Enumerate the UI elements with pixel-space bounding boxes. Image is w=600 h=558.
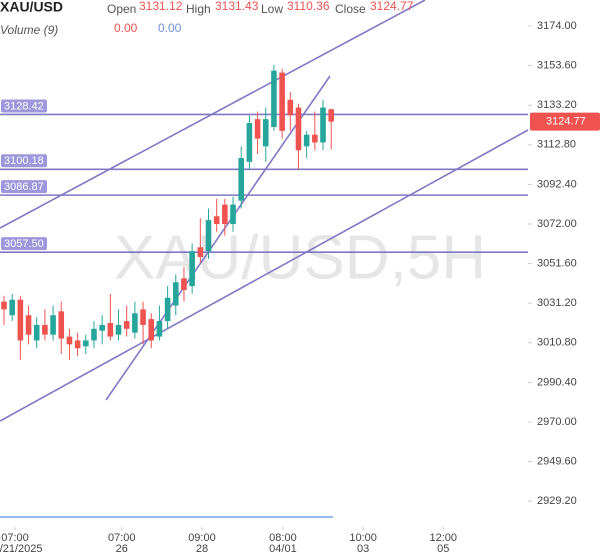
candle-body <box>287 99 294 116</box>
price-line-tag <box>1 99 47 113</box>
x-tick-label: 07:00 <box>108 532 136 544</box>
candle-body <box>172 282 179 306</box>
x-tick-date: 03 <box>357 543 369 555</box>
candle-body <box>91 328 97 341</box>
y-tick-label: 3072.00 <box>537 218 577 230</box>
candle-body <box>238 158 245 201</box>
candle-body <box>123 321 130 329</box>
candle-body <box>107 322 114 337</box>
x-tick-date: 05 <box>437 543 449 555</box>
price-line-label: 3128.42 <box>4 100 44 112</box>
trend-line <box>0 129 529 422</box>
candle-body <box>164 297 171 322</box>
candle-body <box>213 216 220 224</box>
candle-body <box>303 134 310 147</box>
y-tick-label: 3112.80 <box>537 139 576 151</box>
candle-body <box>328 109 334 122</box>
price-line-label: 3100.18 <box>4 155 44 167</box>
candle-body <box>254 119 261 139</box>
last-price-tag <box>530 112 600 131</box>
x-tick-label: 07:00 <box>1 532 29 544</box>
price-line-tag <box>1 237 47 251</box>
trend-lines <box>0 0 529 422</box>
candle-body <box>83 340 89 347</box>
y-tick-label: 3031.20 <box>537 297 577 309</box>
close-value: 3124.77 <box>370 0 414 13</box>
candle-body <box>181 278 187 290</box>
candle-body <box>58 311 65 339</box>
open-value: 3131.12 <box>139 0 183 13</box>
plot: 3174.00 3153.60 3133.20 3112.80 3092.40 3072.… <box>0 20 600 555</box>
candle-body <box>115 324 122 335</box>
candle-body <box>222 204 228 224</box>
candle-body <box>271 70 277 127</box>
candle-body <box>197 247 204 257</box>
candle-body <box>156 321 163 337</box>
y-tick-label: 2970.00 <box>537 416 577 428</box>
candle-body <box>148 319 155 341</box>
candle-body <box>74 340 81 349</box>
x-tick-label: 08:00 <box>269 532 297 544</box>
candle-body <box>50 315 56 335</box>
candle-body <box>1 301 7 310</box>
y-tick-label: 2990.40 <box>537 376 577 388</box>
candle-body <box>295 107 302 151</box>
x-tick-date: 04/01 <box>269 543 297 555</box>
y-tick-label: 3010.80 <box>537 337 577 349</box>
y-tick-label: 3174.00 <box>537 20 577 32</box>
close-label: Close <box>335 2 366 16</box>
x-tick-date: 26 <box>116 543 128 555</box>
low-value: 3110.36 <box>287 0 330 13</box>
candle-body <box>279 72 285 131</box>
candle-body <box>66 336 73 345</box>
candle-body <box>132 313 138 333</box>
candle-body <box>9 299 15 316</box>
y-tick-label: 3133.20 <box>537 99 577 111</box>
candle-body <box>246 123 253 162</box>
candle-body <box>320 107 326 143</box>
low-label: Low <box>261 2 283 16</box>
y-tick-label: 2949.60 <box>537 455 577 467</box>
price-line-tag <box>1 180 47 194</box>
candle-body <box>25 315 32 335</box>
candle-body <box>205 220 212 252</box>
price-line-label: 3086.87 <box>4 181 44 193</box>
x-tick-label: 12:00 <box>429 532 457 544</box>
candle-body <box>230 204 236 224</box>
candle-body <box>262 119 269 147</box>
x-tick-date: 28 <box>196 543 208 555</box>
volume-value: 0.00 <box>158 21 182 35</box>
watermark: XAU/USD,5H <box>114 223 486 292</box>
candle-body <box>17 299 24 341</box>
symbol-title: XAU/USD <box>0 0 63 15</box>
x-tick-label: 10:00 <box>349 532 377 544</box>
last-price-label: 3124.77 <box>546 115 586 127</box>
trend-line <box>105 75 331 401</box>
candle-body <box>33 324 40 341</box>
candle-body <box>140 309 146 325</box>
volume-label: Volume (9) <box>0 23 58 37</box>
candle-body <box>189 251 195 287</box>
candle-body <box>312 134 318 143</box>
y-tick-label: 3153.60 <box>537 60 577 72</box>
open-label: Open <box>107 2 136 16</box>
candle-body <box>42 324 48 335</box>
volume-value: 0.00 <box>114 21 138 35</box>
x-tick-label: 09:00 <box>188 532 216 544</box>
high-value: 3131.43 <box>215 0 259 13</box>
price-line-tag <box>1 154 47 168</box>
y-tick-label: 2929.20 <box>537 495 577 507</box>
x-tick-date: 03/21/2025 <box>0 543 43 555</box>
y-tick-label: 3051.60 <box>537 258 577 270</box>
candle-body <box>99 324 105 331</box>
high-label: High <box>186 2 211 16</box>
price-line-label: 3057.50 <box>4 238 44 250</box>
y-tick-label: 3092.40 <box>537 178 577 190</box>
